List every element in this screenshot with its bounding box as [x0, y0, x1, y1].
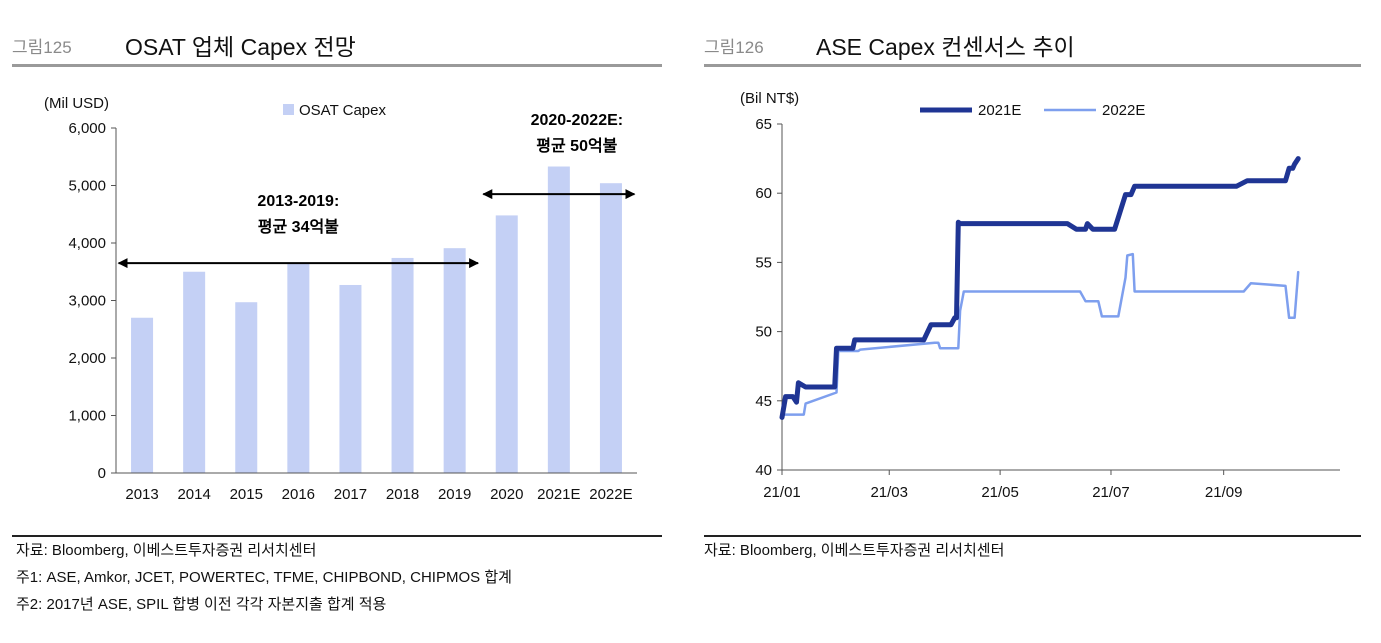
y-tick-label: 50 — [755, 324, 772, 341]
y-tick-label: 6,000 — [68, 120, 106, 137]
x-tick-label: 21/07 — [1092, 484, 1130, 501]
bar-2016 — [287, 262, 310, 473]
source-notes: 자료: Bloomberg, 이베스트투자증권 리서치센터 — [704, 537, 1004, 564]
ase-capex-line-chart: (Bil NT$) 40 45 50 55 60 65 21/01 21/03 21/05 21/0… — [740, 90, 1340, 501]
figure-number: 그림125 — [12, 38, 72, 57]
x-tick-label: 21/01 — [763, 484, 801, 501]
y-tick-label: 55 — [755, 254, 772, 271]
annotation-text: 평균 50억불 — [536, 136, 617, 155]
footer-rule — [704, 535, 1361, 537]
y-tick-label: 65 — [755, 116, 772, 133]
bar-2017 — [339, 284, 362, 473]
x-tick-label: 2022E — [589, 486, 632, 503]
figure-title: OSAT 업체 Capex 전망 — [125, 34, 356, 60]
bar-2013 — [131, 317, 154, 473]
note-line: 자료: Bloomberg, 이베스트투자증권 리서치센터 — [704, 542, 1005, 559]
x-tick-label: 21/03 — [870, 484, 908, 501]
y-tick-label: 0 — [98, 465, 106, 482]
annotation-text: 2020-2022E: — [531, 112, 624, 129]
figure-126: 그림126 ASE Capex 컨센서스 추이 (Bil NT$) 40 45 50 5… — [704, 0, 1361, 559]
bar-2021E — [547, 166, 570, 473]
annotation-text: 2013-2019: — [257, 193, 339, 210]
legend-label: OSAT Capex — [299, 102, 386, 119]
header-rule — [12, 64, 662, 67]
x-tick-label: 21/09 — [1205, 484, 1243, 501]
legend-label: 2022E — [1102, 102, 1145, 119]
bar-2020 — [495, 215, 518, 473]
annotation-text: 평균 34억불 — [258, 217, 339, 236]
x-tick-label: 2016 — [282, 486, 315, 503]
header-rule — [704, 64, 1361, 67]
osat-capex-bar-chart: (Mil USD) 0 1,000 2,000 3,000 4,000 5,000 6,000… — [44, 95, 637, 503]
x-tick-label: 2013 — [125, 486, 158, 503]
bar-2019 — [443, 248, 466, 473]
bar-2014 — [183, 271, 206, 473]
y-tick-label: 60 — [755, 185, 772, 202]
footer-rule — [12, 535, 662, 537]
y-axis-label: (Mil USD) — [44, 95, 109, 112]
series-line-2021E — [779, 156, 1301, 420]
figure-title: ASE Capex 컨센서스 추이 — [816, 34, 1075, 60]
x-tick-label: 2015 — [230, 486, 263, 503]
x-tick-label: 2017 — [334, 486, 367, 503]
y-tick-label: 2,000 — [68, 350, 106, 367]
figure-number: 그림126 — [704, 38, 764, 57]
figure-125-header: 그림125 OSAT 업체 Capex 전망 — [12, 0, 662, 67]
x-tick-label: 21/05 — [981, 484, 1019, 501]
bar-2022E — [599, 183, 622, 473]
legend-swatch — [283, 104, 294, 115]
bar-2018 — [391, 257, 414, 473]
x-tick-label: 2021E — [537, 486, 580, 503]
y-tick-label: 1,000 — [68, 408, 106, 425]
y-tick-label: 5,000 — [68, 178, 106, 195]
y-tick-label: 4,000 — [68, 235, 106, 252]
y-axis-label: (Bil NT$) — [740, 90, 799, 107]
legend-label: 2021E — [978, 102, 1021, 119]
figure-125: 그림125 OSAT 업체 Capex 전망 (Mil USD) 0 1,000 2,… — [12, 0, 662, 613]
x-tick-label: 2018 — [386, 486, 419, 503]
y-tick-label: 45 — [755, 393, 772, 410]
note-line: 주2: 2017년 ASE, SPIL 합병 이전 각각 자본지출 합계 적용 — [16, 596, 387, 613]
x-tick-label: 2019 — [438, 486, 471, 503]
bar-2015 — [235, 302, 258, 473]
figure-126-header: 그림126 ASE Capex 컨센서스 추이 — [704, 0, 1361, 67]
y-tick-label: 3,000 — [68, 293, 106, 310]
note-line: 자료: Bloomberg, 이베스트투자증권 리서치센터 — [16, 542, 317, 559]
y-tick-label: 40 — [755, 462, 772, 479]
series-line-2022E — [780, 252, 1300, 416]
x-tick-label: 2020 — [490, 486, 523, 503]
note-line: 주1: ASE, Amkor, JCET, POWERTEC, TFME, CH… — [16, 569, 512, 586]
x-tick-label: 2014 — [177, 486, 210, 503]
